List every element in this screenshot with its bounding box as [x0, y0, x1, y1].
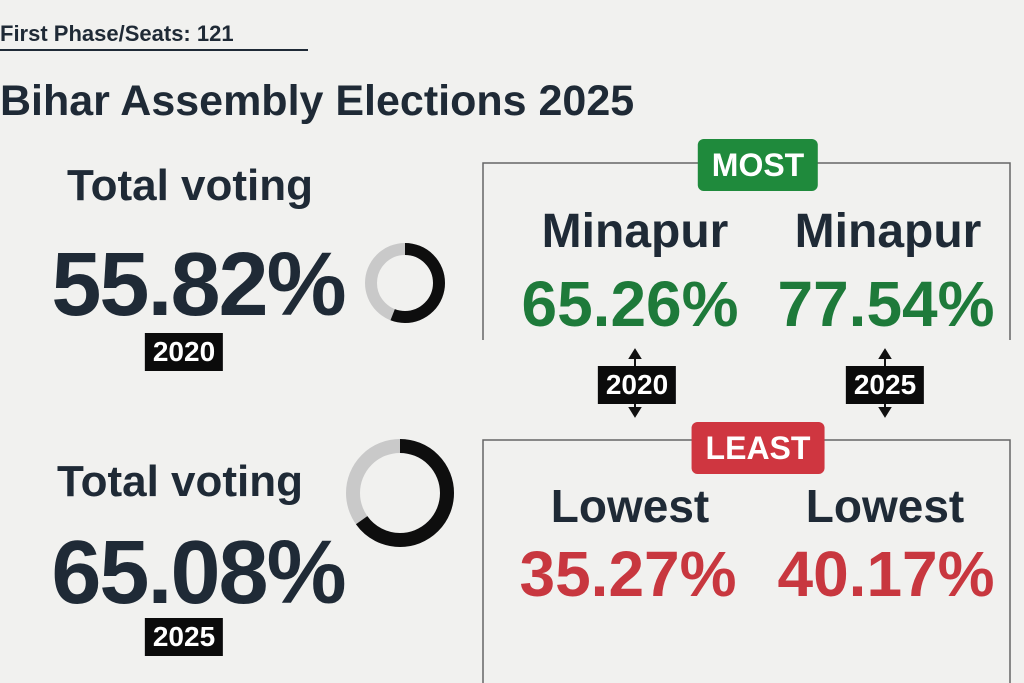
least-badge: LEAST: [691, 422, 825, 474]
year-tag: 2020: [597, 366, 677, 404]
arrows: [628, 348, 892, 418]
donuts: [346, 243, 454, 547]
place-name: Lowest: [550, 480, 710, 532]
place-value: 65.26%: [521, 268, 739, 340]
place-value: 40.17%: [777, 538, 995, 610]
title: Bihar Assembly Elections 2025: [0, 77, 635, 125]
place-name: Minapur: [541, 205, 729, 258]
total-label: Total voting: [56, 457, 304, 506]
total-label: Total voting: [66, 161, 314, 210]
place-name: Minapur: [794, 205, 982, 258]
place-value: 77.54%: [777, 268, 995, 340]
year-tag: 2025: [845, 366, 925, 404]
year-tag: 2020: [144, 333, 224, 371]
total-value: 65.08%: [51, 523, 346, 623]
most-badge: MOST: [697, 139, 819, 191]
place-name: Lowest: [805, 480, 965, 532]
kicker: First Phase/Seats: 121: [0, 21, 234, 46]
year-tag: 2025: [144, 618, 224, 656]
total-value: 55.82%: [51, 235, 346, 335]
donut-arc: [346, 439, 454, 547]
place-value: 35.27%: [519, 538, 737, 610]
donut-arc: [365, 243, 445, 323]
